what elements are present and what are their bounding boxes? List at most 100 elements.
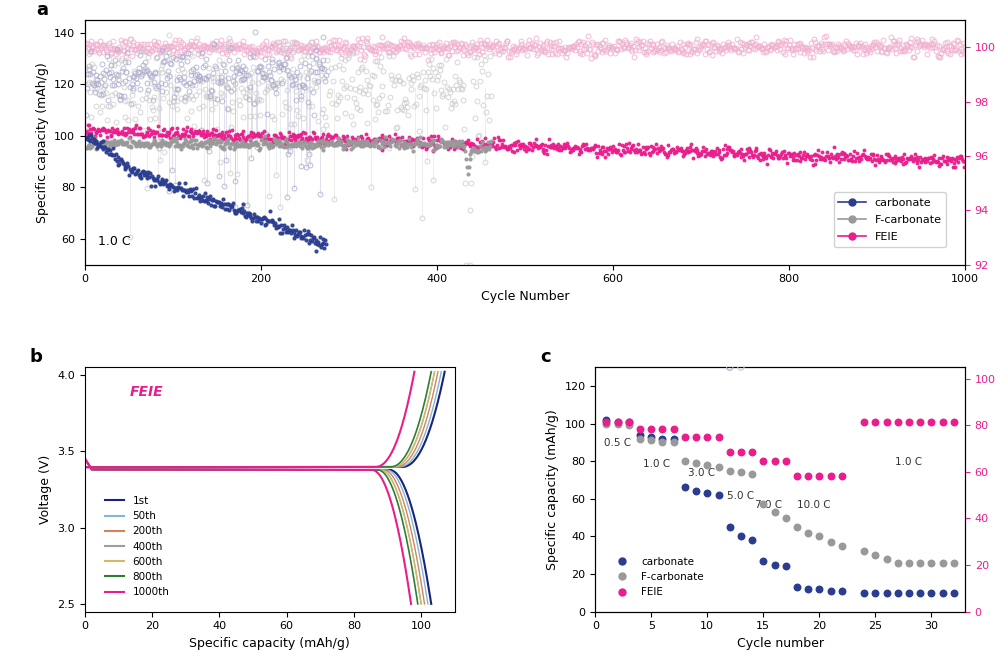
Point xyxy=(778,336,794,347)
Point xyxy=(722,362,738,372)
Point xyxy=(654,433,670,444)
Point xyxy=(867,587,883,598)
Point xyxy=(946,336,962,347)
Point xyxy=(879,587,895,598)
Point xyxy=(834,336,850,347)
Point xyxy=(789,322,805,333)
Point xyxy=(856,416,872,427)
Point xyxy=(722,322,738,333)
Point xyxy=(688,345,704,356)
Point xyxy=(654,437,670,448)
Point xyxy=(688,458,704,468)
Legend: 1st, 50th, 200th, 400th, 600th, 800th, 1000th: 1st, 50th, 200th, 400th, 600th, 800th, 1… xyxy=(101,492,174,601)
Point xyxy=(744,322,760,333)
Point xyxy=(643,435,659,446)
Point xyxy=(778,512,794,523)
Y-axis label: Specific capacity (mAh/g): Specific capacity (mAh/g) xyxy=(36,62,49,222)
Point xyxy=(800,528,816,538)
Y-axis label: Specific capacity (mAh/g): Specific capacity (mAh/g) xyxy=(546,409,559,570)
Point xyxy=(845,322,861,333)
Y-axis label: Voltage (V): Voltage (V) xyxy=(39,455,52,524)
Point xyxy=(632,322,648,333)
Point xyxy=(890,334,906,345)
Point xyxy=(789,471,805,482)
Point xyxy=(621,334,637,345)
Point xyxy=(946,322,962,333)
Point xyxy=(733,362,749,372)
Point xyxy=(800,471,816,482)
Point xyxy=(632,334,648,345)
Point xyxy=(879,416,895,427)
Point xyxy=(811,531,827,542)
Text: 5.0 C: 5.0 C xyxy=(727,491,754,501)
Point xyxy=(778,561,794,572)
Point xyxy=(643,336,659,347)
Point xyxy=(901,587,917,598)
Point xyxy=(867,345,883,356)
Point xyxy=(946,416,962,427)
Point xyxy=(890,587,906,598)
Point xyxy=(778,322,794,333)
Point xyxy=(610,418,626,429)
Point xyxy=(901,416,917,427)
Point xyxy=(688,431,704,442)
Point xyxy=(800,583,816,594)
Text: 10.0 C: 10.0 C xyxy=(797,500,831,510)
Point xyxy=(834,345,850,356)
Point xyxy=(666,437,682,448)
Point xyxy=(733,531,749,542)
Point xyxy=(666,433,682,444)
Point xyxy=(755,499,771,510)
Point xyxy=(621,343,637,354)
Point xyxy=(901,336,917,347)
Point xyxy=(867,322,883,333)
Text: 1.0 C: 1.0 C xyxy=(895,457,923,467)
Point xyxy=(699,488,715,499)
Point xyxy=(666,424,682,435)
Point xyxy=(610,416,626,427)
Point xyxy=(711,490,727,501)
Point xyxy=(901,557,917,568)
Point xyxy=(935,322,951,333)
Point xyxy=(598,416,614,427)
Point xyxy=(767,343,783,354)
Point xyxy=(811,343,827,354)
Point xyxy=(856,546,872,556)
Point xyxy=(610,334,626,345)
Point xyxy=(811,583,827,594)
Text: 7.0 C: 7.0 C xyxy=(755,500,782,510)
Point xyxy=(935,334,951,345)
Point xyxy=(677,322,693,333)
Point xyxy=(643,431,659,442)
Point xyxy=(666,322,682,333)
Point xyxy=(632,433,648,444)
Point xyxy=(744,341,760,351)
Point xyxy=(666,343,682,354)
Point xyxy=(755,456,771,466)
Point xyxy=(935,557,951,568)
Point xyxy=(890,345,906,356)
Point xyxy=(699,431,715,442)
Text: b: b xyxy=(30,348,42,366)
Point xyxy=(767,559,783,570)
Point xyxy=(923,336,939,347)
Point xyxy=(722,446,738,457)
Text: 1.0 C: 1.0 C xyxy=(98,235,131,248)
Point xyxy=(666,336,682,347)
Point xyxy=(621,416,637,427)
Point xyxy=(744,469,760,480)
Point xyxy=(722,521,738,532)
Point xyxy=(677,343,693,354)
Point xyxy=(789,343,805,354)
Point xyxy=(733,355,749,366)
Point xyxy=(845,334,861,345)
Point xyxy=(767,334,783,345)
X-axis label: Cycle number: Cycle number xyxy=(737,637,824,650)
Point xyxy=(744,535,760,546)
Point xyxy=(823,322,839,333)
Point xyxy=(811,336,827,347)
Point xyxy=(643,341,659,351)
Point xyxy=(610,322,626,333)
Point xyxy=(856,336,872,347)
Point xyxy=(856,587,872,598)
